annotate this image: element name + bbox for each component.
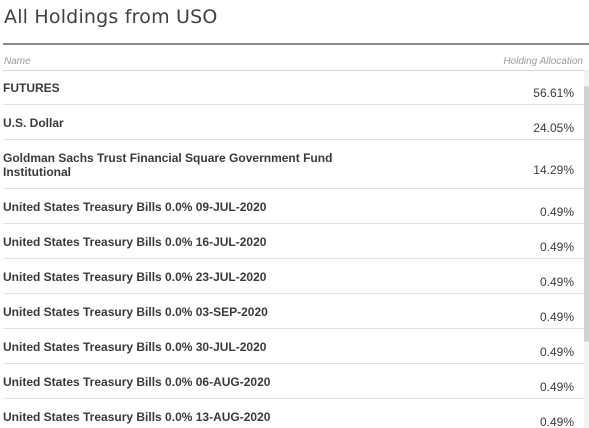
table-row[interactable]: United States Treasury Bills 0.0% 30-JUL… [3, 329, 585, 364]
holding-allocation: 24.05% [533, 121, 574, 135]
holding-allocation: 0.49% [539, 310, 574, 324]
column-header-allocation[interactable]: Holding Allocation [503, 56, 583, 67]
holding-name: U.S. Dollar [3, 116, 64, 130]
table-row[interactable]: United States Treasury Bills 0.0% 03-SEP… [3, 294, 585, 329]
table-row[interactable]: U.S. Dollar 24.05% [3, 105, 585, 140]
holding-name: United States Treasury Bills 0.0% 06-AUG… [3, 375, 271, 389]
holding-allocation: 14.29% [533, 163, 574, 177]
holding-name: Goldman Sachs Trust Financial Square Gov… [3, 151, 333, 179]
holding-name: United States Treasury Bills 0.0% 09-JUL… [3, 200, 267, 214]
page-title: All Holdings from USO [4, 6, 218, 28]
holding-allocation: 0.49% [539, 380, 574, 394]
holdings-table[interactable]: FUTURES 56.61% U.S. Dollar 24.05% Goldma… [3, 70, 585, 428]
scrollbar-thumb[interactable] [584, 86, 589, 342]
holding-name: United States Treasury Bills 0.0% 16-JUL… [3, 235, 267, 249]
table-row[interactable]: FUTURES 56.61% [3, 70, 585, 105]
holding-name: United States Treasury Bills 0.0% 30-JUL… [3, 340, 267, 354]
holding-allocation: 0.49% [539, 240, 574, 254]
table-row[interactable]: United States Treasury Bills 0.0% 06-AUG… [3, 364, 585, 399]
table-header: Name Holding Allocation [3, 52, 589, 71]
holding-allocation: 0.49% [539, 345, 574, 359]
holding-name: United States Treasury Bills 0.0% 03-SEP… [3, 305, 268, 319]
column-header-name[interactable]: Name [4, 56, 31, 67]
holding-name: United States Treasury Bills 0.0% 23-JUL… [3, 270, 267, 284]
title-divider [3, 43, 589, 45]
holding-allocation: 0.49% [539, 275, 574, 289]
table-row[interactable]: United States Treasury Bills 0.0% 09-JUL… [3, 189, 585, 224]
table-row[interactable]: United States Treasury Bills 0.0% 13-AUG… [3, 399, 585, 428]
table-row[interactable]: United States Treasury Bills 0.0% 23-JUL… [3, 259, 585, 294]
holding-allocation: 56.61% [533, 86, 574, 100]
holding-allocation: 0.49% [539, 205, 574, 219]
holding-name: United States Treasury Bills 0.0% 13-AUG… [3, 410, 271, 424]
table-row[interactable]: Goldman Sachs Trust Financial Square Gov… [3, 140, 585, 189]
table-scrollbar[interactable] [584, 70, 589, 428]
holding-name: FUTURES [3, 81, 60, 95]
holding-allocation: 0.49% [539, 415, 574, 428]
table-row[interactable]: United States Treasury Bills 0.0% 16-JUL… [3, 224, 585, 259]
